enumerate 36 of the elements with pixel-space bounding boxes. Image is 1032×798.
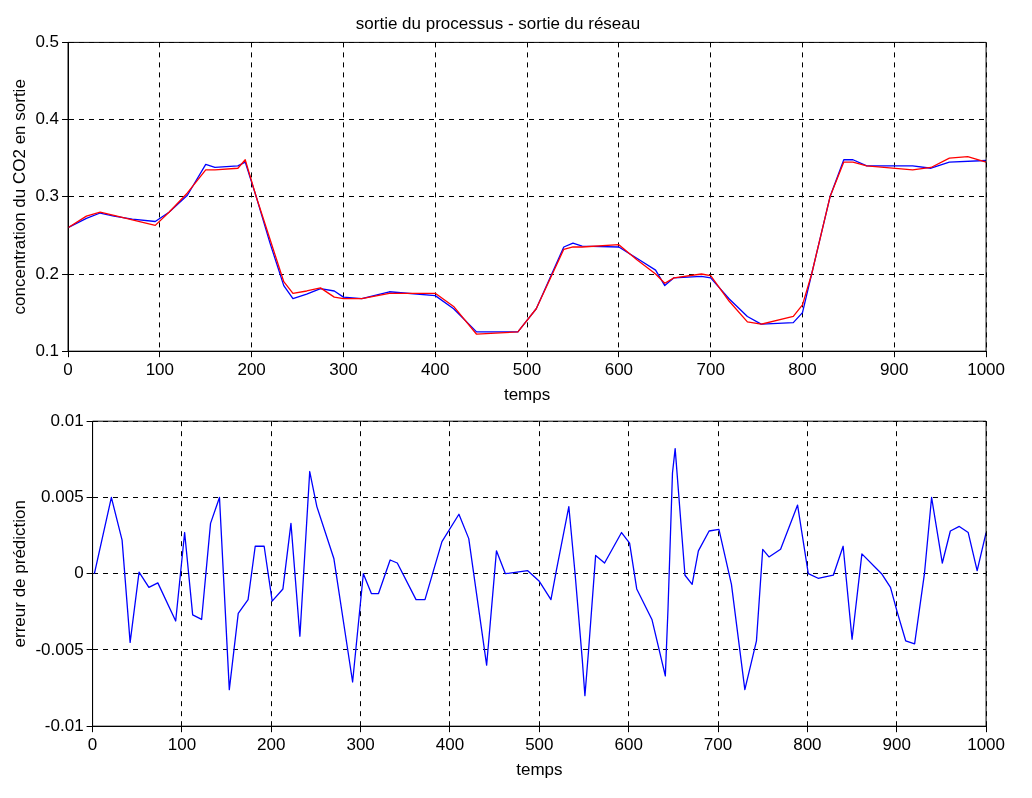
x-tick-label: 900 bbox=[880, 360, 909, 380]
x-tick-label: 100 bbox=[167, 735, 197, 755]
x-tick-label: 300 bbox=[346, 735, 375, 755]
y-tick-label: 0.01 bbox=[50, 410, 84, 430]
x-tick-label: 200 bbox=[257, 735, 286, 755]
x-tick-label: 500 bbox=[525, 735, 554, 755]
y-tick-label: 0 bbox=[74, 563, 84, 583]
y-tick-label: 0.4 bbox=[35, 109, 60, 129]
x-tick-label: 400 bbox=[435, 735, 465, 755]
x-tick-label: 100 bbox=[145, 360, 175, 380]
x-tick-label: 800 bbox=[793, 735, 822, 755]
x-tick-label: 700 bbox=[703, 735, 733, 755]
x-tick-label: 400 bbox=[421, 360, 450, 380]
x-tick-label: 800 bbox=[788, 360, 817, 380]
y-tick-label: 0.3 bbox=[35, 186, 60, 206]
x-tick-label: 300 bbox=[329, 360, 358, 380]
y-tick-label: 0.005 bbox=[41, 487, 84, 507]
y-tick-label: 0.1 bbox=[35, 340, 60, 360]
y-tick-label: 0.2 bbox=[35, 263, 60, 283]
x-tick-label: 900 bbox=[882, 735, 911, 755]
x-axis-title: temps bbox=[503, 385, 551, 405]
y-tick-label: 0.5 bbox=[35, 32, 60, 52]
y-tick-label: -0.005 bbox=[35, 639, 84, 659]
x-tick-label: 1000 bbox=[967, 735, 1005, 755]
y-tick-label: -0.01 bbox=[44, 715, 84, 735]
y-axis-title: erreur de prédiction bbox=[9, 499, 29, 648]
y-axis-title: concentration du CO2 en sortie bbox=[9, 79, 29, 315]
x-tick-label: 200 bbox=[237, 360, 266, 380]
x-tick-label: 700 bbox=[696, 360, 725, 380]
x-tick-label: 600 bbox=[604, 360, 634, 380]
x-tick-label: 600 bbox=[614, 735, 643, 755]
x-axis-title: temps bbox=[516, 760, 563, 780]
x-tick-label: 500 bbox=[512, 360, 542, 380]
chart-title: sortie du processus - sortie du réseau bbox=[355, 13, 641, 33]
x-tick-label: 0 bbox=[87, 735, 98, 755]
x-tick-label: 1000 bbox=[967, 360, 1005, 380]
